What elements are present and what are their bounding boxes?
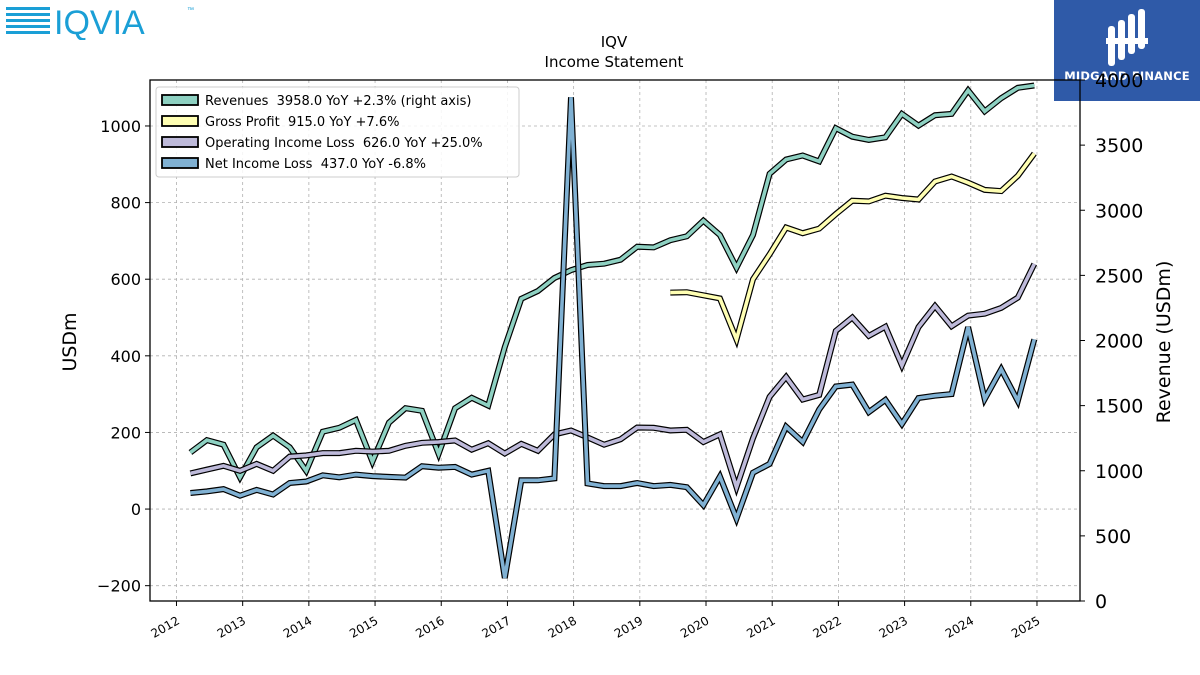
y-right-tick-label: 2000 <box>1095 331 1143 353</box>
y-right-tick-label: 500 <box>1095 526 1131 548</box>
x-tick-label: 2013 <box>215 613 248 640</box>
series-line-3 <box>190 97 1037 579</box>
y-right-tick-label: 0 <box>1095 591 1107 613</box>
series-lines <box>188 82 1038 579</box>
iqvia-logo-stripes-icon <box>6 7 50 34</box>
x-tick-label: 2021 <box>744 613 777 640</box>
legend-label: Gross Profit 915.0 YoY +7.6% <box>205 115 399 130</box>
y-left-tick-label: 200 <box>110 423 141 442</box>
x-tick-label: 2016 <box>413 613 446 640</box>
series-line-2 <box>189 263 1036 494</box>
x-tick-label: 2022 <box>810 613 843 640</box>
y-left-tick-label: 0 <box>131 500 141 519</box>
chart-subtitle: Income Statement <box>545 53 684 71</box>
x-tick-label: 2015 <box>347 613 380 640</box>
x-tick-label: 2018 <box>546 613 579 640</box>
y-axis-left: −200 0 200 400 600 800 1000 <box>97 117 150 596</box>
y-right-tick-label: 1500 <box>1095 396 1143 418</box>
y-right-tick-label: 3000 <box>1095 200 1143 222</box>
x-tick-label: 2012 <box>149 613 182 640</box>
legend: Revenues 3958.0 YoY +2.3% (right axis) Gr… <box>155 86 520 178</box>
legend-box <box>155 86 520 178</box>
x-tick-label: 2017 <box>479 613 512 640</box>
y-left-tick-label: 1000 <box>100 117 141 136</box>
iqvia-logo-text: IQVIA <box>54 4 145 40</box>
x-tick-label: 2020 <box>678 613 711 640</box>
y-left-tick-label: 800 <box>110 194 141 213</box>
series-line-0 <box>189 83 1035 482</box>
y-right-tick-label: 1000 <box>1095 461 1143 483</box>
midgard-finance-emblem-icon <box>1106 9 1148 66</box>
y-left-tick-label: 400 <box>110 347 141 366</box>
x-tick-label: 2025 <box>1009 613 1042 640</box>
x-tick-label: 2014 <box>281 613 314 640</box>
midgard-finance-logo: MIDGARD FINANCE <box>1054 0 1200 101</box>
y-axis-left-label: USDm <box>59 312 81 371</box>
x-axis: 2012 2013 2014 2015 2016 2017 2018 2019 2020 2021… <box>149 601 1042 641</box>
y-axis-right-label: Revenue (USDm) <box>1153 261 1175 424</box>
y-right-tick-label: 2500 <box>1095 265 1143 287</box>
y-right-tick-label: 4000 <box>1095 70 1143 92</box>
x-tick-label: 2023 <box>877 613 910 640</box>
midgard-finance-text: MIDGARD FINANCE <box>1064 69 1190 83</box>
legend-swatch <box>161 157 199 169</box>
y-left-tick-label: 600 <box>110 270 141 289</box>
y-left-tick-label: −200 <box>97 577 141 596</box>
legend-label: Net Income Loss 437.0 YoY -6.8% <box>205 157 426 172</box>
legend-swatch <box>161 115 199 127</box>
legend-swatch <box>161 94 199 106</box>
x-tick-label: 2024 <box>943 613 976 640</box>
chart-title: IQV <box>601 33 628 51</box>
y-axis-right: 0 500 1000 1500 2000 2500 3000 3500 4000 <box>1080 70 1143 613</box>
legend-swatch <box>161 136 199 148</box>
legend-label: Revenues 3958.0 YoY +2.3% (right axis) <box>205 94 471 109</box>
x-tick-label: 2019 <box>612 613 645 640</box>
iqvia-logo-tm: ™ <box>187 7 194 14</box>
y-right-tick-label: 3500 <box>1095 135 1143 157</box>
legend-label: Operating Income Loss 626.0 YoY +25.0% <box>205 136 483 151</box>
iqvia-logo: IQVIA ™ <box>6 4 194 40</box>
series-line-1 <box>670 152 1036 346</box>
